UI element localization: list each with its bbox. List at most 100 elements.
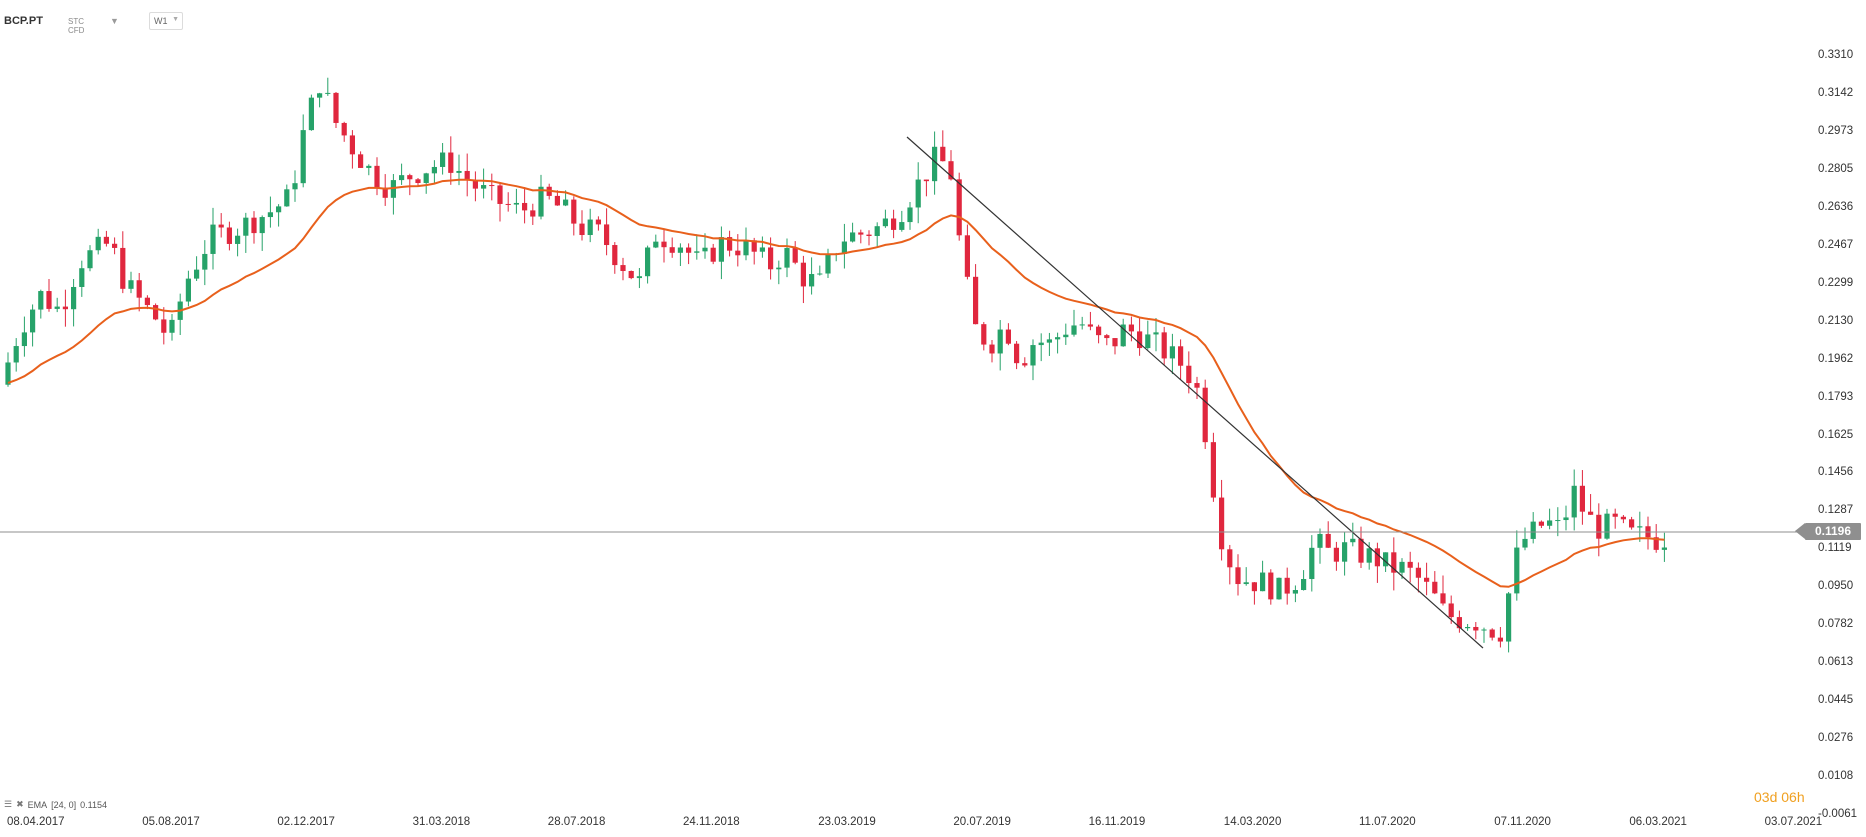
candle-body [1227, 549, 1233, 568]
candle-body [54, 306, 60, 309]
symbol-dropdown-icon[interactable]: ▼ [110, 16, 119, 26]
price-axis-tick: 0.0613 [1818, 656, 1854, 669]
candle-body [571, 199, 577, 224]
candle-body [1055, 337, 1061, 340]
candle-body [448, 152, 454, 173]
candle-body [825, 254, 831, 274]
candle-body [1350, 538, 1356, 543]
candle-body [210, 224, 216, 254]
candle-body [530, 210, 536, 217]
candle-body [1547, 520, 1553, 526]
candle-body [153, 305, 159, 320]
candle-body [1161, 332, 1167, 359]
indicator-value: 0.1154 [80, 799, 108, 810]
candle-body [1186, 365, 1192, 384]
price-axis-tick: 0.2805 [1818, 162, 1854, 175]
candle-body [1022, 363, 1028, 366]
candle-body [653, 241, 659, 248]
symbol-label[interactable]: BCP.PT [4, 15, 43, 27]
candle-body [989, 344, 995, 354]
time-axis-tick: 20.07.2019 [953, 816, 1011, 828]
candle-body [489, 185, 495, 187]
candle-body [743, 240, 749, 256]
candle-body [1317, 533, 1323, 548]
candle-body [1612, 513, 1618, 517]
candle-body [161, 319, 167, 333]
time-axis-tick: 08.04.2017 [7, 816, 65, 828]
price-axis-tick: 0.3142 [1818, 86, 1854, 99]
close-icon[interactable]: ✖ [16, 799, 24, 809]
candle-body [251, 217, 257, 234]
candle-body [669, 247, 675, 253]
candle-body [1358, 538, 1364, 563]
candle-body [276, 206, 282, 213]
candle-body [308, 97, 314, 131]
candle-body [677, 247, 683, 253]
candle-body [1137, 331, 1143, 349]
candle-body [1424, 577, 1430, 582]
candle-body [13, 346, 19, 363]
candle-body [267, 212, 273, 218]
candle-body [87, 250, 93, 269]
candle-body [1637, 526, 1643, 528]
candle-body [1260, 572, 1266, 592]
candle-body [30, 309, 36, 333]
ema-line [7, 178, 1665, 588]
candle-body [243, 217, 249, 236]
time-axis-tick: 03.07.2021 [1764, 816, 1823, 828]
timeframe-select[interactable]: W1 ▼ [149, 12, 183, 30]
candle-body [472, 180, 478, 189]
candle-body [38, 291, 44, 310]
price-axis-tick: 0.0445 [1818, 694, 1854, 707]
candle-body [1399, 561, 1405, 573]
candle-body [817, 273, 823, 275]
candle-body [1432, 581, 1438, 594]
candle-body [1153, 332, 1159, 335]
candle-body [997, 329, 1003, 354]
candle-body [62, 306, 68, 310]
candle-body [21, 332, 27, 347]
candle-body [1629, 519, 1635, 528]
candle-body [776, 267, 782, 270]
candle-body [1374, 548, 1380, 567]
candle-body [218, 224, 224, 228]
candle-body [1128, 324, 1134, 332]
candle-body [932, 146, 938, 182]
candle-body [1661, 547, 1667, 550]
candle-body [718, 237, 724, 262]
candle-body [1194, 383, 1200, 388]
candle-body [595, 219, 601, 225]
candle-body [628, 271, 634, 279]
candle-body [809, 274, 815, 287]
candle-body [735, 250, 741, 256]
candle-body [112, 243, 118, 248]
candle-body [1284, 577, 1290, 594]
candle-body [1440, 593, 1446, 604]
candle-body [907, 207, 913, 223]
candle-body [1178, 346, 1184, 366]
candle-body [1268, 572, 1274, 600]
candle-body [1046, 339, 1052, 343]
candle-body [1210, 442, 1216, 498]
candle-body [1596, 514, 1602, 539]
candle-body [850, 232, 856, 242]
price-axis-tick: 0.1962 [1818, 352, 1854, 365]
candle-body [292, 183, 298, 190]
candle-countdown: 03d 06h [1754, 789, 1805, 805]
candle-body [1096, 326, 1102, 336]
candle-body [1473, 626, 1479, 631]
candle-body [497, 185, 503, 204]
candle-body [800, 262, 806, 287]
candle-body [964, 235, 970, 277]
candle-body [1112, 338, 1118, 347]
candle-body [415, 179, 421, 184]
candle-body [202, 253, 208, 270]
candle-body [1514, 547, 1520, 594]
settings-icon[interactable]: ☰ [4, 799, 13, 809]
time-axis-tick: 28.07.2018 [547, 816, 606, 828]
candle-body [915, 179, 921, 208]
candle-body [1301, 579, 1307, 591]
candle-body [1506, 593, 1512, 642]
candle-body [431, 166, 437, 174]
